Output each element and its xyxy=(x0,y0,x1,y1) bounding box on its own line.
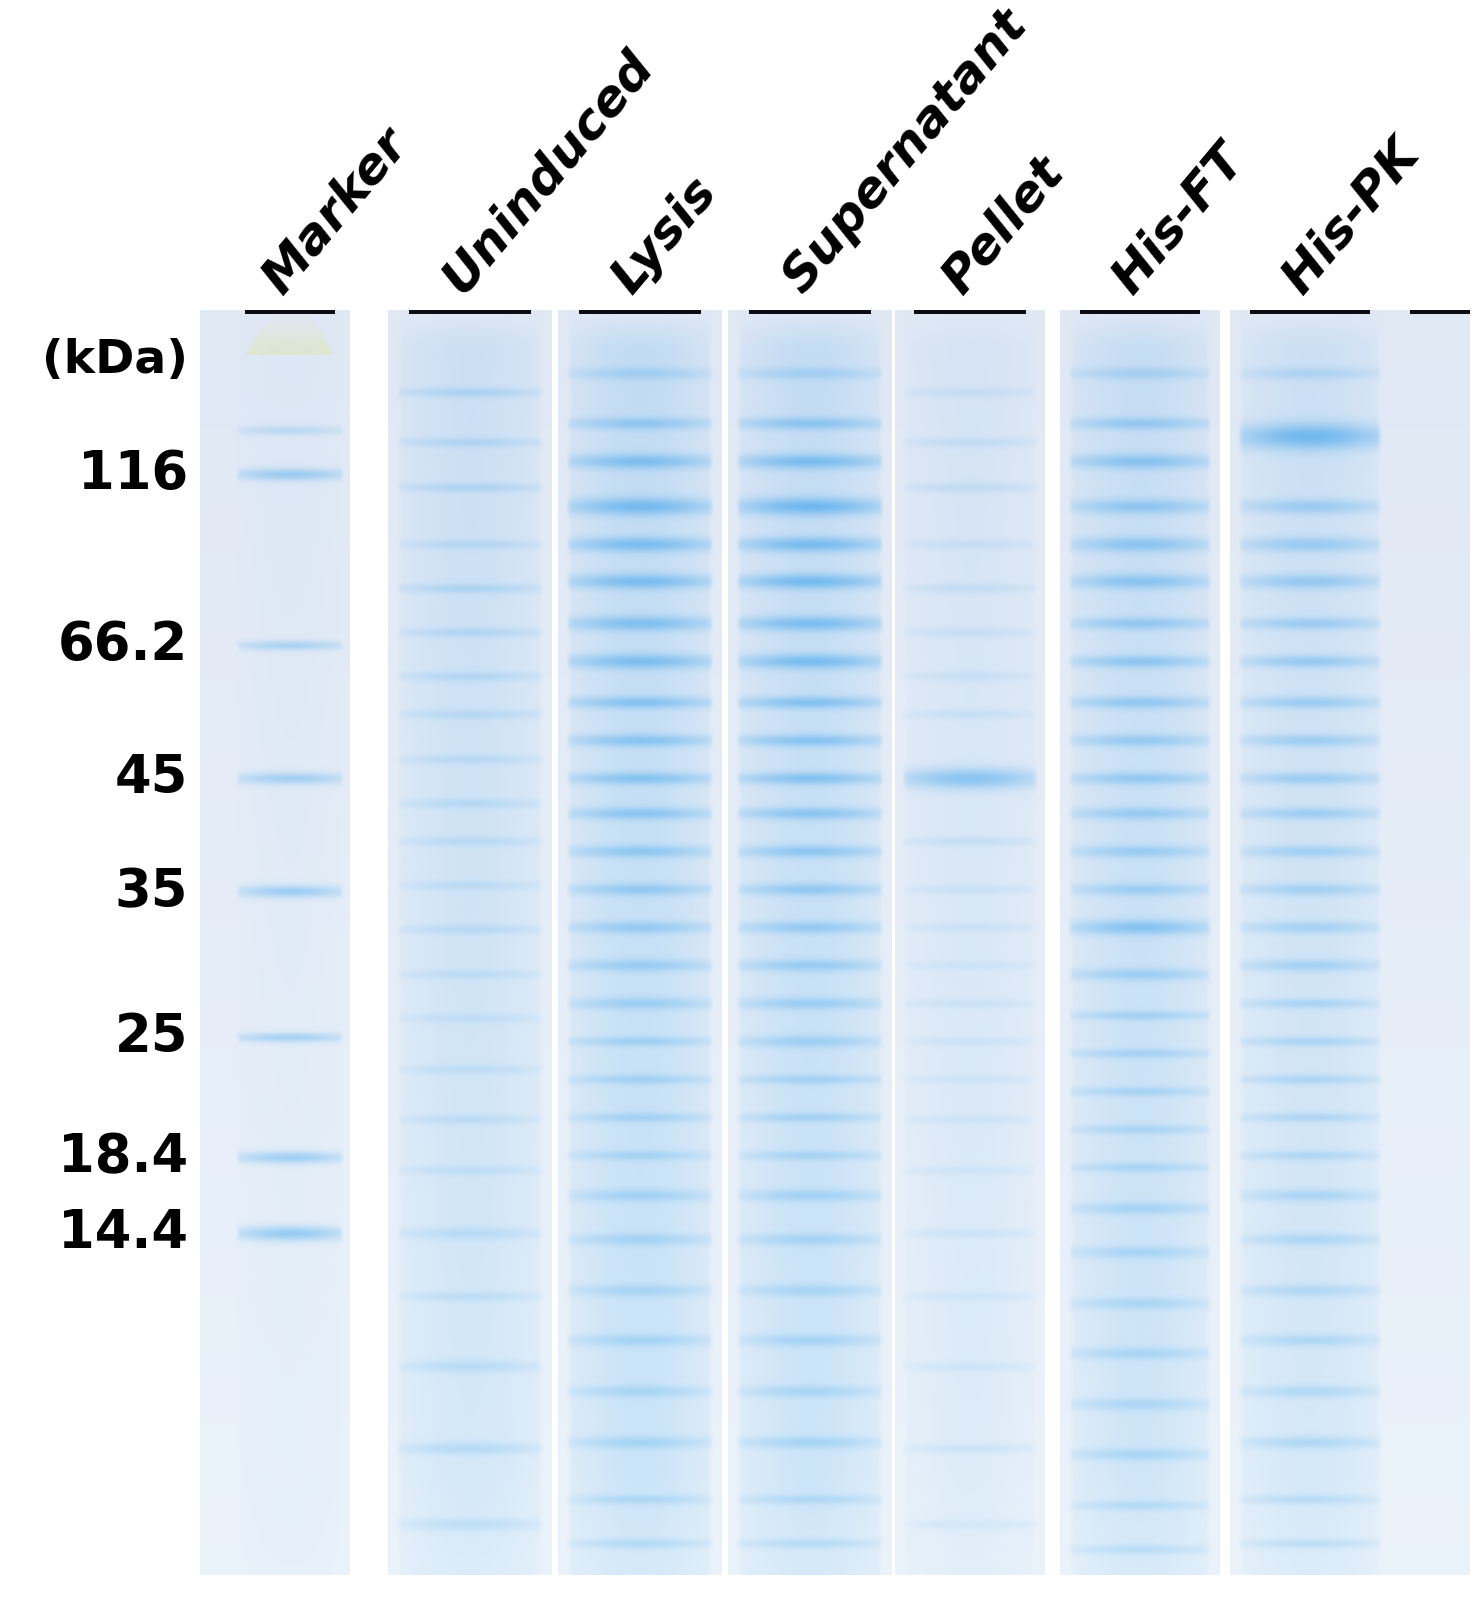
Text: Uninduced: Uninduced xyxy=(434,42,663,302)
Text: (kDa): (kDa) xyxy=(41,338,188,382)
Text: 35: 35 xyxy=(114,866,188,918)
Text: Pellet: Pellet xyxy=(934,147,1073,302)
Text: 25: 25 xyxy=(114,1011,188,1064)
Text: 18.4: 18.4 xyxy=(58,1131,188,1184)
Text: His-FT: His-FT xyxy=(1103,134,1254,302)
Text: 14.4: 14.4 xyxy=(58,1208,188,1259)
Text: 116: 116 xyxy=(78,448,188,501)
Text: His-PK: His-PK xyxy=(1273,130,1428,302)
Text: 66.2: 66.2 xyxy=(58,619,188,672)
Text: 45: 45 xyxy=(115,752,188,805)
Text: Supernatant: Supernatant xyxy=(773,2,1036,302)
Text: Lysis: Lysis xyxy=(604,168,727,302)
Text: Marker: Marker xyxy=(253,120,417,302)
